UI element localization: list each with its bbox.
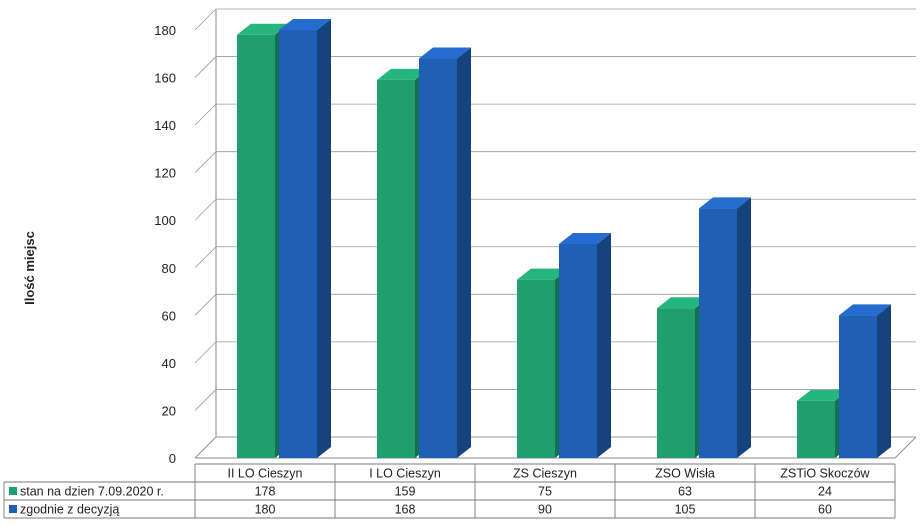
- legend-swatch: [9, 487, 17, 495]
- data-label: 90: [538, 503, 552, 517]
- legend-entry: stan na dzien 7.09.2020 r.: [20, 485, 164, 499]
- gridlines: [194, 8, 916, 459]
- bar-front: [657, 308, 695, 458]
- x-tick-label: II LO Cieszyn: [227, 467, 302, 481]
- data-label: 24: [818, 485, 832, 499]
- bar-front: [237, 34, 275, 458]
- bar: [559, 233, 611, 458]
- data-label: 178: [255, 485, 276, 499]
- bar-front: [797, 400, 835, 458]
- bar-front: [559, 244, 597, 458]
- y-axis-ticks: 0 20 40 60 80 100 120 140 160 180: [154, 23, 176, 466]
- gridline: [194, 103, 916, 126]
- bar-front: [839, 315, 877, 458]
- data-label: 60: [818, 503, 832, 517]
- data-label: 180: [255, 503, 276, 517]
- bar-top: [517, 268, 569, 280]
- bar-top: [237, 23, 289, 35]
- gridline: [194, 246, 916, 269]
- y-tick-label: 80: [162, 261, 176, 276]
- data-label: 75: [538, 485, 552, 499]
- y-tick-label: 120: [154, 166, 176, 181]
- bar-side: [737, 197, 751, 459]
- gridline: [194, 8, 916, 31]
- legend-entry: zgodnie z decyzją: [20, 503, 119, 517]
- bar-side: [317, 19, 331, 458]
- bar: [839, 304, 891, 458]
- data-table: II LO Cieszyn I LO Cieszyn ZS Cieszyn ZSO W…: [3, 463, 896, 519]
- bar-top: [657, 297, 709, 309]
- bar-top: [699, 197, 751, 209]
- bar-top: [377, 68, 429, 80]
- y-tick-label: 40: [162, 356, 176, 371]
- data-label: 159: [395, 485, 416, 499]
- y-axis-label: Ilość miejsc: [22, 231, 37, 305]
- data-label: 63: [678, 485, 692, 499]
- gridline: [194, 198, 916, 221]
- y-tick-label: 60: [162, 308, 176, 323]
- y-tick-label: 0: [169, 451, 176, 466]
- bar: [699, 197, 751, 459]
- gridline: [194, 56, 916, 78]
- data-label: 168: [395, 503, 416, 517]
- bar-side: [597, 233, 611, 458]
- bar-front: [419, 58, 457, 459]
- y-tick-label: 140: [154, 118, 176, 133]
- gridline: [194, 293, 916, 316]
- bar: [279, 19, 331, 458]
- data-label: 105: [675, 503, 696, 517]
- bar-side: [877, 304, 891, 458]
- y-tick-label: 160: [154, 71, 176, 86]
- bars: [237, 19, 891, 459]
- x-tick-label: ZSO Wisła: [655, 467, 715, 481]
- gridline: [194, 151, 916, 173]
- y-tick-label: 20: [162, 403, 176, 418]
- floor-right-edge: [894, 436, 917, 459]
- x-tick-label: I LO Cieszyn: [369, 467, 441, 481]
- bar-front: [699, 208, 737, 458]
- bar-front: [279, 30, 317, 458]
- bar-top: [839, 304, 891, 316]
- bar-side: [457, 47, 471, 459]
- bar-top: [559, 233, 611, 244]
- bar: [419, 47, 471, 459]
- x-tick-label: ZSTiO Skoczów: [780, 467, 870, 481]
- bar-top: [419, 47, 471, 59]
- x-tick-label: ZS Cieszyn: [513, 467, 577, 481]
- bar-front: [517, 279, 555, 458]
- legend-swatch: [9, 505, 17, 513]
- bar-top: [797, 389, 849, 401]
- y-tick-label: 100: [154, 213, 176, 228]
- bar-front: [377, 79, 415, 458]
- y-tick-label: 180: [154, 23, 176, 38]
- bar-top: [279, 19, 331, 30]
